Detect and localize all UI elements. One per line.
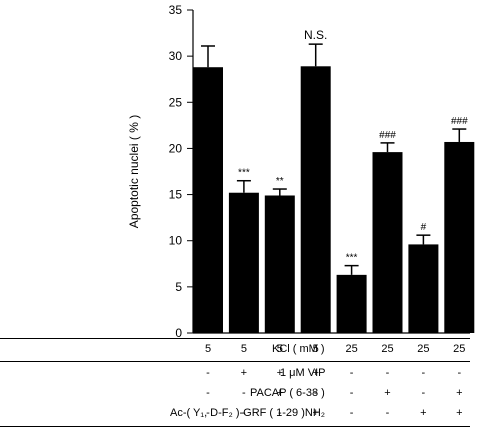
y-tick-label-6: 30: [169, 49, 183, 63]
condition-value-r2-c4: +: [312, 367, 319, 379]
condition-value-r4-c8: +: [456, 407, 463, 419]
condition-value-r1-c6: 25: [381, 343, 394, 355]
y-tick-label-2: 10: [169, 234, 183, 248]
condition-value-r1-c4: 5: [312, 343, 319, 355]
y-tick-label-3: 15: [169, 188, 183, 202]
bar-5: [336, 274, 367, 333]
condition-value-r2-c1: -: [206, 367, 210, 379]
condition-value-r4-c3: -: [277, 407, 282, 419]
condition-value-r2-c6: -: [385, 367, 390, 379]
bar-8: [444, 141, 475, 333]
condition-value-r1-c3: 5: [276, 343, 283, 355]
y-tick-label-7: 35: [169, 3, 183, 17]
y-tick-label-5: 25: [169, 95, 183, 109]
condition-value-r3-c2: -: [242, 387, 246, 399]
table-divider-2: [0, 426, 470, 427]
bar-3: [264, 195, 295, 333]
bars: *****N.S.***#######: [193, 28, 475, 334]
condition-value-r4-c1: -: [206, 407, 210, 419]
bar-7: [408, 244, 439, 333]
condition-value-r4-c4: +: [312, 407, 319, 419]
condition-value-r1-c5: 25: [345, 343, 358, 355]
condition-value-r3-c8: +: [456, 387, 463, 399]
condition-label-2: 1 μM VIP: [280, 367, 326, 379]
condition-value-r1-c8: 25: [453, 343, 466, 355]
condition-value-r3-c7: -: [421, 387, 426, 399]
bar-4: [300, 66, 331, 334]
y-tick-label-1: 5: [175, 280, 182, 294]
y-axis-label: Apoptotic nuclei ( % ): [127, 115, 141, 228]
condition-value-r2-c5: -: [349, 367, 354, 379]
bar-2: [228, 192, 259, 333]
condition-label-1: KCl ( mM ): [272, 343, 325, 355]
condition-value-r2-c7: -: [421, 367, 426, 379]
condition-value-r4-c6: -: [385, 407, 390, 419]
condition-value-r2-c2: +: [240, 367, 248, 379]
significance-label-8: ###: [451, 116, 468, 127]
significance-label-2: ***: [238, 168, 250, 179]
condition-value-r3-c5: -: [349, 387, 354, 399]
condition-value-r2-c8: -: [457, 367, 462, 379]
condition-value-r3-c4: -: [313, 387, 318, 399]
significance-label-6: ###: [379, 130, 396, 141]
condition-value-r4-c2: -: [242, 407, 246, 419]
y-axis-ticks: 0 5 10 15 20 25 30 35: [169, 3, 193, 338]
condition-value-r1-c2: 5: [240, 343, 247, 355]
table-divider-1: [0, 361, 470, 362]
significance-label-5: ***: [346, 253, 358, 264]
condition-value-r1-c1: 5: [204, 343, 212, 355]
condition-value-r2-c3: +: [276, 367, 284, 379]
y-tick-label-0: 0: [175, 326, 182, 338]
table-divider-0: [0, 338, 470, 339]
condition-value-r3-c1: -: [206, 387, 210, 399]
condition-value-r3-c6: +: [384, 387, 391, 399]
condition-value-r4-c5: -: [349, 407, 354, 419]
significance-label-3: **: [276, 176, 284, 187]
significance-label-4: N.S.: [304, 28, 327, 42]
bar-6: [372, 152, 403, 333]
condition-value-r4-c7: +: [420, 407, 427, 419]
significance-label-7: #: [421, 222, 427, 233]
condition-value-r3-c3: +: [276, 387, 284, 399]
y-tick-label-4: 20: [169, 141, 183, 155]
condition-value-r1-c7: 25: [417, 343, 430, 355]
bar-1: [193, 67, 223, 334]
condition-label-4: Ac-( Y₁, D-F₂ )-GRF ( 1-29 )NH₂: [170, 407, 326, 419]
condition-label-3: PACAP ( 6-38 ): [250, 387, 325, 399]
